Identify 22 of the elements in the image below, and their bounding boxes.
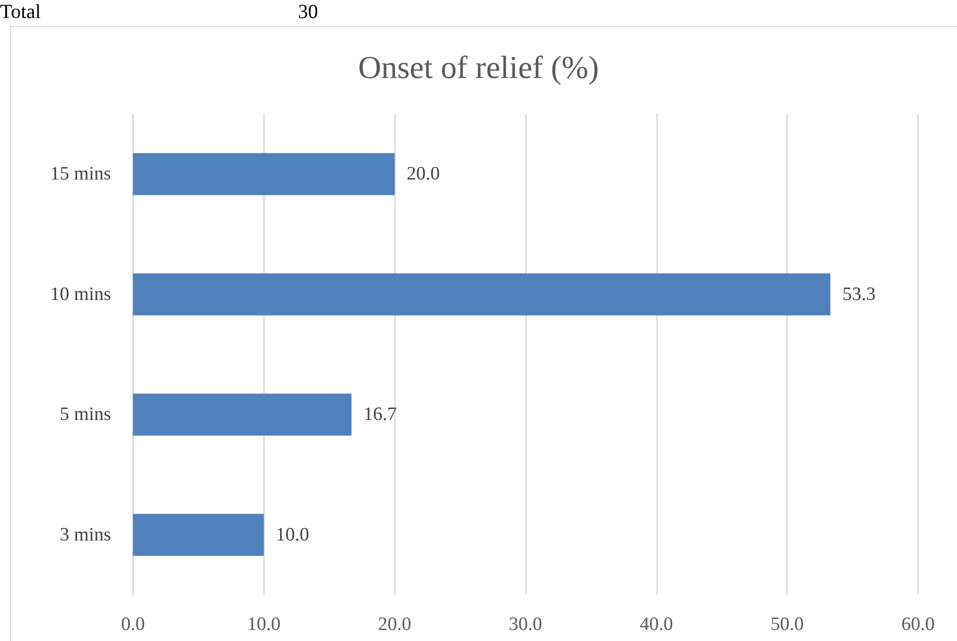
bar <box>133 394 352 436</box>
x-tick-label: 40.0 <box>640 614 673 635</box>
bar <box>133 514 264 556</box>
data-label: 16.7 <box>363 404 397 426</box>
chart-title: Onset of relief (%) <box>358 49 599 85</box>
text: Total <box>0 0 41 24</box>
text: 30 <box>298 0 318 24</box>
x-tick-label: 0.0 <box>121 614 145 635</box>
data-label: 10.0 <box>276 524 310 546</box>
y-tick-label: 3 mins <box>60 524 111 546</box>
data-label: 20.0 <box>406 164 440 185</box>
data-label: 53.3 <box>842 284 876 305</box>
y-tick-label: 15 mins <box>50 164 111 185</box>
y-tick-label: 5 mins <box>60 404 111 426</box>
x-tick-label: 30.0 <box>508 614 542 635</box>
bar <box>133 153 395 196</box>
x-tick-label: 50.0 <box>770 614 804 635</box>
y-tick-label: 10 mins <box>50 284 111 305</box>
x-tick-label: 20.0 <box>378 614 412 635</box>
bar <box>133 273 830 316</box>
x-tick-label: 60.0 <box>901 614 935 635</box>
x-tick-label: 10.0 <box>247 614 280 635</box>
